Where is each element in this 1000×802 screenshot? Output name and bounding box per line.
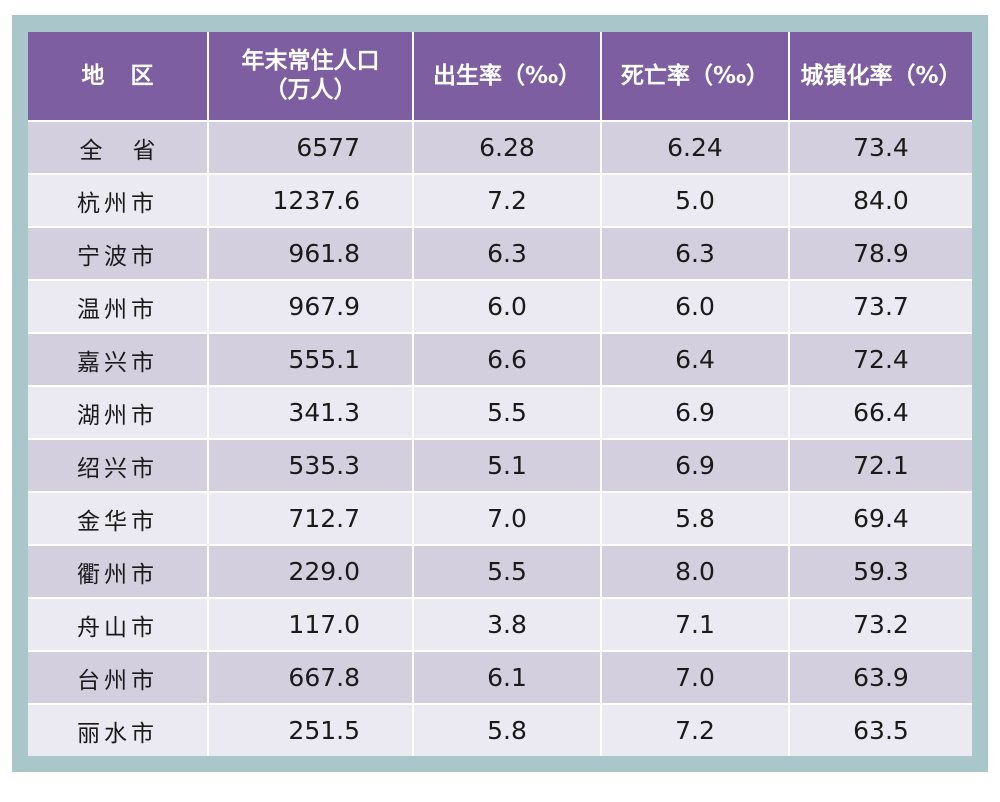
- cell-urbanization: 73.7: [789, 279, 972, 333]
- cell-region: 湖州市: [28, 385, 209, 439]
- cell-region: 舟山市: [28, 597, 209, 651]
- cell-urbanization: 78.9: [789, 226, 972, 280]
- cell-urbanization: 72.1: [789, 438, 972, 492]
- cell-population: 555.1: [208, 332, 414, 386]
- cell-birth-rate: 6.1: [413, 650, 602, 704]
- header-population-line1: 年末常住人口: [241, 48, 380, 75]
- cell-region: 衢州市: [28, 544, 209, 598]
- cell-population: 967.9: [208, 279, 414, 333]
- table-row: 台州市 667.8 6.1 7.0 63.9: [28, 650, 972, 704]
- table-row: 宁波市 961.8 6.3 6.3 78.9: [28, 226, 972, 280]
- table-row: 舟山市 117.0 3.8 7.1 73.2: [28, 597, 972, 651]
- cell-urbanization: 73.2: [789, 597, 972, 651]
- table-row: 杭州市 1237.6 7.2 5.0 84.0: [28, 173, 972, 227]
- cell-population: 117.0: [208, 597, 414, 651]
- cell-birth-rate: 5.5: [413, 385, 602, 439]
- cell-urbanization: 69.4: [789, 491, 972, 545]
- table-row: 金华市 712.7 7.0 5.8 69.4: [28, 491, 972, 545]
- cell-region: 台州市: [28, 650, 209, 704]
- cell-urbanization: 66.4: [789, 385, 972, 439]
- cell-death-rate: 5.0: [601, 173, 790, 227]
- data-table-container: 地区 年末常住人口 （万人） 出生率（‰） 死亡率（‰） 城镇化率（%） 全省 6…: [28, 32, 972, 756]
- cell-urbanization: 59.3: [789, 544, 972, 598]
- cell-population: 341.3: [208, 385, 414, 439]
- cell-population: 1237.6: [208, 173, 414, 227]
- cell-birth-rate: 6.6: [413, 332, 602, 386]
- cell-death-rate: 6.3: [601, 226, 790, 280]
- cell-urbanization: 63.9: [789, 650, 972, 704]
- cell-population: 251.5: [208, 703, 414, 756]
- cell-urbanization: 84.0: [789, 173, 972, 227]
- cell-death-rate: 7.2: [601, 703, 790, 756]
- cell-region: 全省: [28, 120, 209, 174]
- cell-death-rate: 6.9: [601, 438, 790, 492]
- cell-birth-rate: 5.5: [413, 544, 602, 598]
- cell-birth-rate: 5.1: [413, 438, 602, 492]
- cell-birth-rate: 6.0: [413, 279, 602, 333]
- header-population: 年末常住人口 （万人）: [208, 32, 414, 121]
- header-population-line2: （万人）: [264, 77, 357, 103]
- cell-region: 绍兴市: [28, 438, 209, 492]
- cell-death-rate: 6.0: [601, 279, 790, 333]
- cell-urbanization: 63.5: [789, 703, 972, 756]
- cell-death-rate: 5.8: [601, 491, 790, 545]
- cell-region: 温州市: [28, 279, 209, 333]
- cell-population: 961.8: [208, 226, 414, 280]
- cell-population: 667.8: [208, 650, 414, 704]
- cell-death-rate: 6.9: [601, 385, 790, 439]
- cell-region: 丽水市: [28, 703, 209, 756]
- cell-birth-rate: 6.28: [413, 120, 602, 174]
- cell-population: 229.0: [208, 544, 414, 598]
- cell-death-rate: 8.0: [601, 544, 790, 598]
- cell-region: 宁波市: [28, 226, 209, 280]
- table-row: 丽水市 251.5 5.8 7.2 63.5: [28, 703, 972, 756]
- cell-population: 712.7: [208, 491, 414, 545]
- cell-population: 6577: [208, 120, 414, 174]
- cell-population: 535.3: [208, 438, 414, 492]
- table-row: 衢州市 229.0 5.5 8.0 59.3: [28, 544, 972, 598]
- header-death-rate: 死亡率（‰）: [601, 32, 790, 121]
- table-header-row: 地区 年末常住人口 （万人） 出生率（‰） 死亡率（‰） 城镇化率（%）: [28, 32, 972, 121]
- cell-death-rate: 6.24: [601, 120, 790, 174]
- table-row: 全省 6577 6.28 6.24 73.4: [28, 120, 972, 174]
- cell-birth-rate: 5.8: [413, 703, 602, 756]
- cell-region: 金华市: [28, 491, 209, 545]
- cell-urbanization: 73.4: [789, 120, 972, 174]
- table-row: 绍兴市 535.3 5.1 6.9 72.1: [28, 438, 972, 492]
- table-row: 嘉兴市 555.1 6.6 6.4 72.4: [28, 332, 972, 386]
- cell-region: 嘉兴市: [28, 332, 209, 386]
- cell-death-rate: 6.4: [601, 332, 790, 386]
- header-urbanization: 城镇化率（%）: [789, 32, 972, 121]
- table-row: 温州市 967.9 6.0 6.0 73.7: [28, 279, 972, 333]
- cell-birth-rate: 3.8: [413, 597, 602, 651]
- population-table: 地区 年末常住人口 （万人） 出生率（‰） 死亡率（‰） 城镇化率（%） 全省 6…: [28, 32, 972, 756]
- cell-urbanization: 72.4: [789, 332, 972, 386]
- header-birth-rate: 出生率（‰）: [413, 32, 602, 121]
- table-row: 湖州市 341.3 5.5 6.9 66.4: [28, 385, 972, 439]
- cell-region: 杭州市: [28, 173, 209, 227]
- cell-birth-rate: 7.2: [413, 173, 602, 227]
- cell-birth-rate: 7.0: [413, 491, 602, 545]
- header-region: 地区: [28, 32, 209, 121]
- cell-birth-rate: 6.3: [413, 226, 602, 280]
- cell-death-rate: 7.1: [601, 597, 790, 651]
- cell-death-rate: 7.0: [601, 650, 790, 704]
